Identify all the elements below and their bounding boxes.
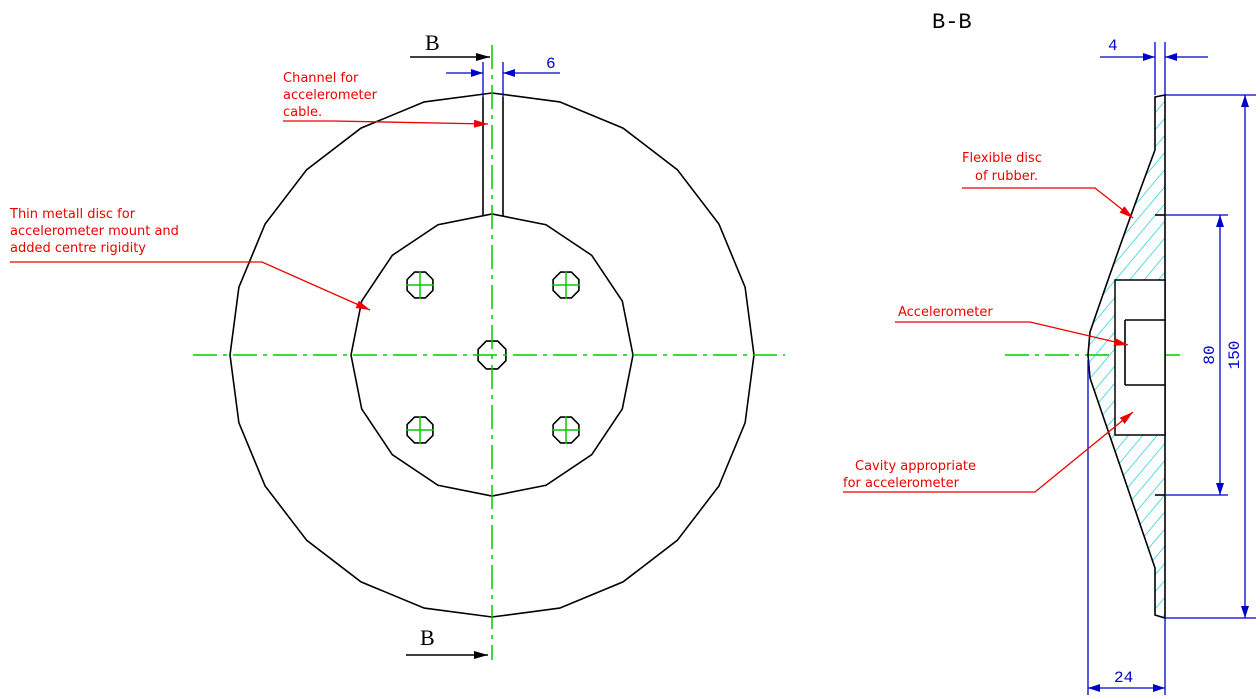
mount-hole	[552, 416, 580, 444]
leader	[843, 411, 1134, 493]
mount-hole	[406, 271, 434, 299]
leader	[10, 261, 371, 311]
label: Channel for accelerometer cable.	[283, 71, 378, 120]
label: Flexible disc of rubber.	[962, 151, 1042, 184]
section-title: B-B	[932, 10, 972, 35]
mount-hole	[552, 271, 580, 299]
label: Accelerometer	[898, 305, 993, 320]
center-hole	[477, 340, 507, 370]
rubber-disc	[229, 92, 755, 618]
dimension-text: 4	[1108, 37, 1118, 55]
dimension-text: 80	[1201, 345, 1219, 364]
leader	[895, 321, 1129, 346]
section-mark: B	[420, 625, 435, 650]
section-view: B-B 4 80 150 24 Flexible disc of rubber. …	[843, 10, 1256, 695]
label: Cavity appropriate for accelerometer	[843, 459, 976, 491]
leader	[283, 119, 489, 128]
front-view: B B 6 Channel for accelerometer cable. Thi…	[9, 30, 785, 660]
dimension-text: 150	[1226, 341, 1244, 370]
leader	[962, 187, 1134, 219]
dimension-text: 6	[546, 55, 556, 73]
metal-disc	[350, 213, 634, 497]
cavity	[1114, 279, 1166, 436]
mount-hole	[406, 416, 434, 444]
section-mark: B	[425, 30, 440, 55]
label: Thin metall disc for accelerometer mount …	[9, 207, 179, 256]
dimension-text: 24	[1114, 669, 1133, 687]
